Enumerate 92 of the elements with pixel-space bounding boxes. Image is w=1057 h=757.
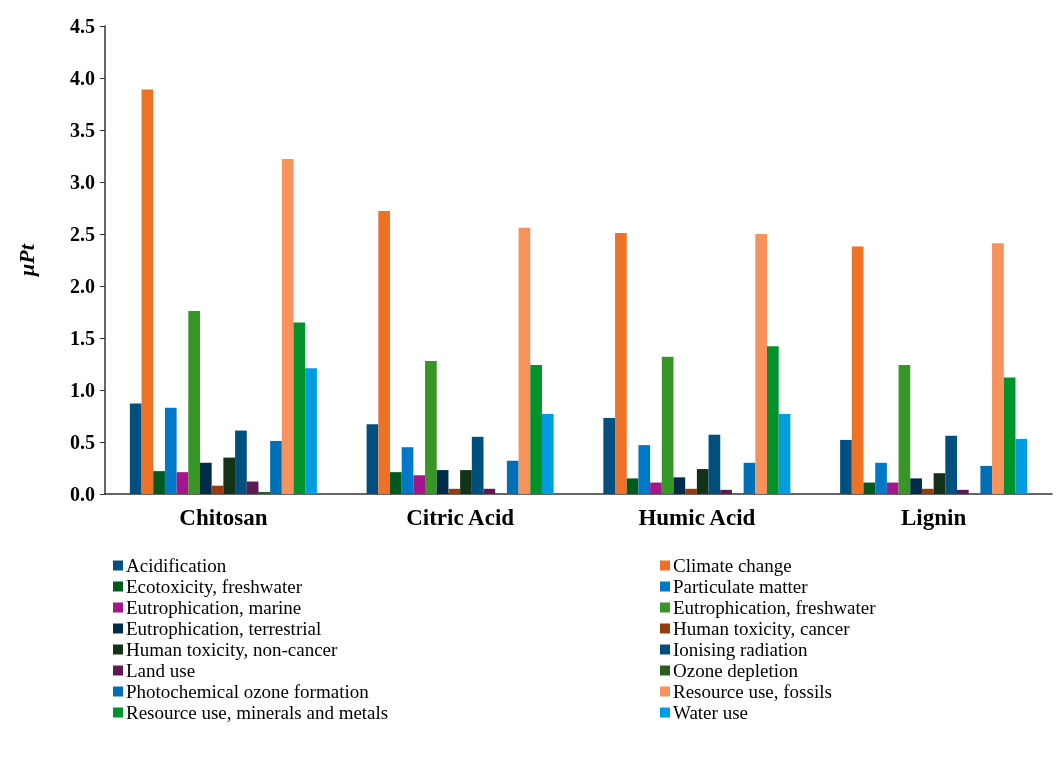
bar [992,243,1004,494]
bar [153,471,165,494]
legend-label: Acidification [126,555,227,576]
y-tick-label: 3.5 [70,119,95,141]
bar [626,478,639,494]
bar [425,360,437,494]
bar [436,470,449,494]
bar [1015,438,1028,494]
legend-label: Climate change [673,555,792,576]
bar [530,365,542,494]
y-tick-label: 1.5 [70,327,95,349]
legend-label: Human toxicity, cancer [673,618,851,639]
bar [945,435,957,494]
bar [755,234,768,494]
bar [378,211,390,494]
bar [129,403,142,494]
bar [246,481,259,494]
bar [980,465,993,494]
bar [164,407,177,494]
bar [615,232,627,494]
bar [506,460,519,494]
legend-label: Eutrophication, freshwater [673,597,877,618]
bar [541,413,554,494]
bar [886,482,899,494]
x-tick-label: Citric Acid [406,505,515,530]
legend-label: Human toxicity, non-cancer [126,639,339,660]
bar [518,227,531,494]
bar [863,482,876,494]
legend-label: Resource use, minerals and metals [126,702,389,723]
bar [235,430,247,494]
bar [460,470,472,494]
bar [1003,377,1016,494]
bar [366,424,379,494]
bar [933,473,946,494]
bar [188,310,200,494]
y-tick-label: 0.5 [70,431,95,453]
legend-label: Eutrophication, marine [126,597,302,618]
bar [448,488,461,494]
bar [921,488,934,494]
y-tick-label: 2.0 [70,275,95,297]
bar [305,368,317,494]
bar [471,436,484,494]
bar [281,159,294,494]
y-tick-label: 4.5 [70,15,95,37]
x-tick-label: Lignin [901,505,967,530]
bar [673,477,686,494]
bar [778,413,791,494]
bar [270,440,282,494]
bar [898,365,911,494]
bar [638,445,651,494]
y-tick-label: 0.0 [70,483,95,505]
bar [223,457,236,494]
bar [720,489,732,494]
y-axis-title: μPt [13,243,39,277]
bar [211,485,224,494]
legend-label: Resource use, fossils [673,681,832,702]
legend-label: Ecotoxicity, freshwater [126,576,303,597]
bar [910,478,922,494]
legend-label: Ionising radiation [673,639,809,660]
x-tick-label: Humic Acid [638,505,756,530]
bar [851,246,864,494]
bar [176,472,189,494]
x-tick-label: Chitosan [179,505,268,530]
bar [258,491,271,494]
legend-label: Ozone depletion [673,660,799,681]
legend-label: Photochemical ozone formation [126,681,370,702]
bar [650,482,662,494]
bar [696,469,709,494]
bar [141,89,154,494]
bar [743,462,756,494]
bar [708,434,721,494]
y-tick-label: 2.5 [70,223,95,245]
bar [200,462,212,494]
bar [293,322,306,494]
bar [401,447,414,494]
legend-label: Eutrophication, terrestrial [126,618,322,639]
bar [413,475,426,494]
y-tick-label: 3.0 [70,171,95,193]
bar [661,356,674,494]
legend-label: Water use [673,702,748,723]
bar [685,488,697,494]
bar [767,346,779,494]
legend-label: Land use [126,660,196,681]
bar [603,418,616,494]
y-tick-label: 4.0 [70,67,95,89]
bar [483,488,496,494]
legend-label: Particulate matter [673,576,809,597]
y-tick-label: 1.0 [70,379,95,401]
bar [389,472,402,494]
bar [840,439,852,494]
bar [875,462,887,494]
bar [957,489,969,494]
